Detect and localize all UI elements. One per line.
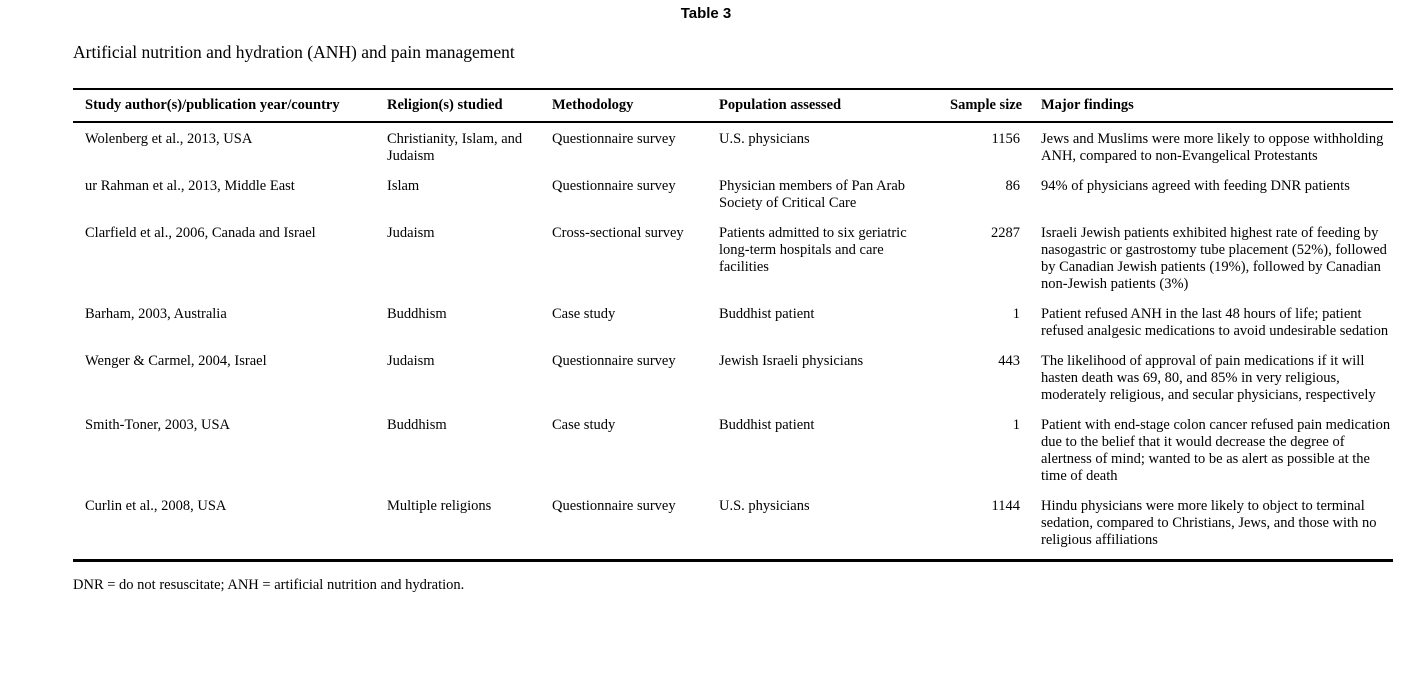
cell-population: U.S. physicians [719, 498, 810, 514]
table-row: Clarfield et al., 2006, Canada and Israe… [73, 225, 1393, 306]
cell-study: Clarfield et al., 2006, Canada and Israe… [85, 225, 316, 241]
cell-population: U.S. physicians [719, 131, 810, 147]
cell-population: Physician members of Pan Arab Society of… [719, 178, 906, 211]
header-row: Study author(s)/publication year/country… [73, 89, 1393, 123]
cell-sample-size: 1 [1012, 306, 1020, 322]
cell-findings: Jews and Muslims were more likely to opp… [1041, 131, 1384, 164]
cell-methodology: Questionnaire survey [552, 498, 676, 514]
cell-population: Buddhist patient [719, 417, 815, 433]
cell-findings: 94% of physicians agreed with feeding DN… [1041, 178, 1350, 194]
cell-findings: Patient with end-stage colon cancer refu… [1041, 417, 1391, 484]
cell-study: Curlin et al., 2008, USA [85, 498, 227, 514]
col-header-findings: Major findings [1020, 89, 1393, 123]
cell-sample-size: 1144 [991, 498, 1020, 514]
table-row: Smith-Toner, 2003, USA Buddhism Case stu… [73, 417, 1393, 498]
cell-methodology: Case study [552, 417, 616, 433]
table-row: Barham, 2003, Australia Buddhism Case st… [73, 306, 1393, 353]
cell-methodology: Questionnaire survey [552, 178, 676, 194]
cell-study: Wenger & Carmel, 2004, Israel [85, 353, 267, 369]
col-header-religion: Religion(s) studied [387, 89, 552, 123]
cell-findings: Patient refused ANH in the last 48 hours… [1041, 306, 1389, 339]
cell-religion: Buddhism [387, 306, 447, 322]
cell-study: Smith-Toner, 2003, USA [85, 417, 231, 433]
cell-findings: Hindu physicians were more likely to obj… [1041, 498, 1377, 548]
cell-sample-size: 1 [1012, 417, 1020, 433]
cell-religion: Buddhism [387, 417, 447, 433]
cell-sample-size: 2287 [991, 225, 1020, 241]
table-row: ur Rahman et al., 2013, Middle East Isla… [73, 178, 1393, 225]
cell-religion: Christianity, Islam, and Judaism [387, 131, 523, 164]
cell-sample-size: 1156 [991, 131, 1020, 147]
col-header-methodology: Methodology [552, 89, 719, 123]
cell-methodology: Case study [552, 306, 616, 322]
cell-findings: The likelihood of approval of pain medic… [1041, 353, 1376, 403]
paper-page: Table 3 Artificial nutrition and hydrati… [73, 5, 1393, 593]
col-header-population: Population assessed [719, 89, 950, 123]
cell-sample-size: 86 [1005, 178, 1021, 194]
cell-study: Barham, 2003, Australia [85, 306, 227, 322]
table-row: Wenger & Carmel, 2004, Israel Judaism Qu… [73, 353, 1393, 417]
cell-sample-size: 443 [998, 353, 1020, 369]
study-table: Study author(s)/publication year/country… [73, 88, 1393, 562]
col-header-sample-size: Sample size [950, 89, 1022, 123]
cell-population: Patients admitted to six geriatric long-… [719, 225, 907, 275]
cell-methodology: Questionnaire survey [552, 131, 676, 147]
cell-religion: Judaism [387, 225, 435, 241]
cell-findings: Israeli Jewish patients exhibited highes… [1041, 225, 1387, 292]
table-row: Curlin et al., 2008, USA Multiple religi… [73, 498, 1393, 561]
table-caption: Artificial nutrition and hydration (ANH)… [73, 42, 515, 62]
cell-religion: Judaism [387, 353, 435, 369]
cell-methodology: Questionnaire survey [552, 353, 676, 369]
table-row: Wolenberg et al., 2013, USA Christianity… [73, 122, 1393, 178]
col-header-study: Study author(s)/publication year/country [73, 89, 387, 123]
cell-population: Buddhist patient [719, 306, 815, 322]
cell-study: Wolenberg et al., 2013, USA [85, 131, 253, 147]
cell-population: Jewish Israeli physicians [719, 353, 864, 369]
cell-religion: Multiple religions [387, 498, 492, 514]
table-footnote: DNR = do not resuscitate; ANH = artifici… [73, 577, 465, 593]
cell-methodology: Cross-sectional survey [552, 225, 684, 241]
cell-study: ur Rahman et al., 2013, Middle East [85, 178, 295, 194]
cell-religion: Islam [387, 178, 420, 194]
table-label: Table 3 [680, 5, 732, 22]
